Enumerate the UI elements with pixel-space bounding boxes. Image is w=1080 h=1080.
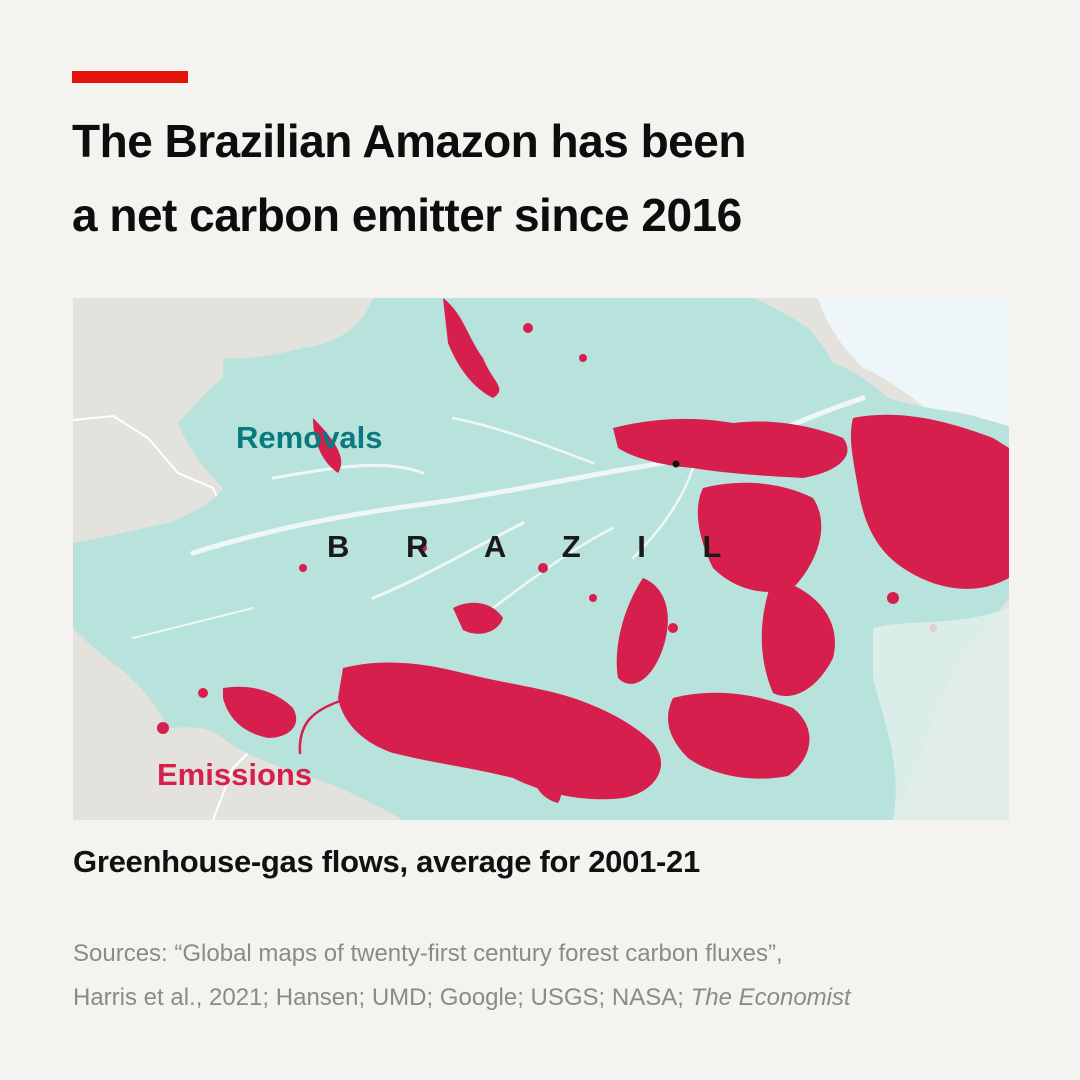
amazon-carbon-flux-map: Removals Emissions B R A Z I L <box>73 298 1009 820</box>
source-publication: The Economist <box>690 984 851 1011</box>
source-line-2-text: Harris et al., 2021; Hansen; UMD; Google… <box>73 984 684 1011</box>
city-marker <box>672 460 680 468</box>
source-line-1: Sources: “Global maps of twenty-first ce… <box>73 940 783 967</box>
emission-patches <box>157 298 1009 803</box>
map-subtitle: Greenhouse-gas flows, average for 2001-2… <box>73 844 700 879</box>
northern-land-patch <box>223 298 373 359</box>
country-label: B R A Z I L <box>327 529 745 564</box>
source-line-2: Harris et al., 2021; Hansen; UMD; Google… <box>73 976 993 1020</box>
headline: The Brazilian Amazon has been a net carb… <box>72 104 972 252</box>
accent-bar <box>72 71 188 83</box>
emissions-leader-line <box>298 698 344 755</box>
southeast-mixed-terrain <box>873 608 1009 820</box>
removals-label: Removals <box>236 420 382 455</box>
headline-line-1: The Brazilian Amazon has been <box>72 115 746 167</box>
ocean <box>818 298 1009 428</box>
source-note: Sources: “Global maps of twenty-first ce… <box>73 932 993 1020</box>
headline-line-2: a net carbon emitter since 2016 <box>72 189 742 241</box>
emissions-label: Emissions <box>157 757 312 792</box>
